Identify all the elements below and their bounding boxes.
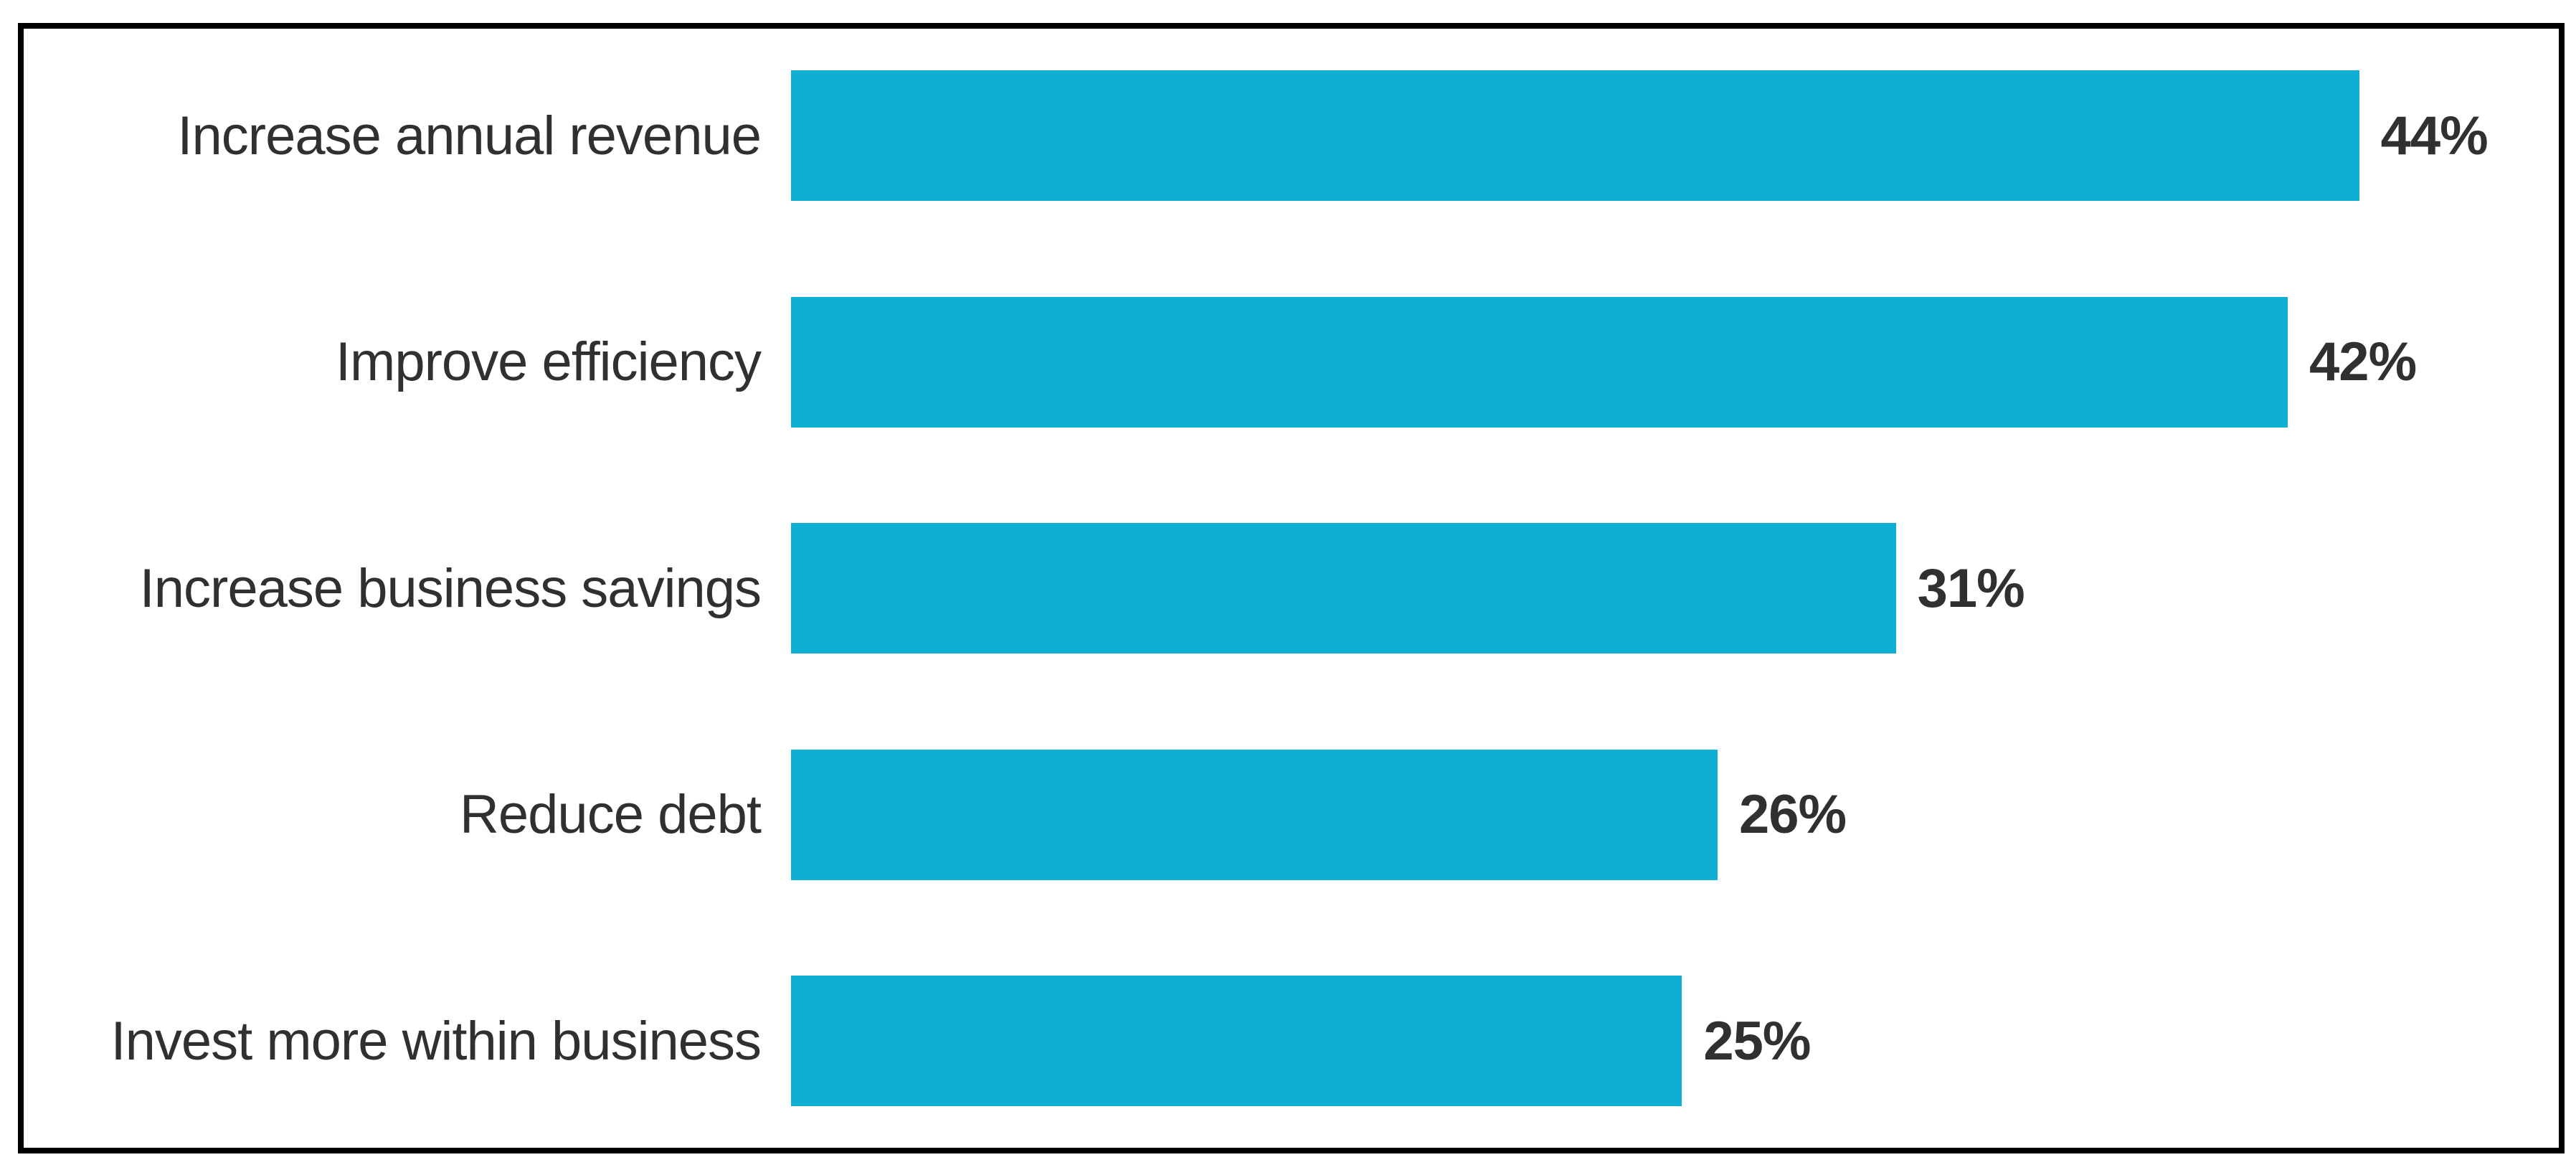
chart-row: Improve efficiency 42%	[24, 296, 2537, 428]
category-label: Increase business savings	[139, 557, 762, 619]
chart-row: Increase annual revenue 44%	[24, 70, 2537, 201]
bar-track: 25%	[791, 976, 2537, 1106]
bar	[791, 296, 2288, 428]
category-label: Invest more within business	[110, 1010, 762, 1072]
value-label: 31%	[1917, 557, 2025, 619]
bar	[791, 70, 2359, 201]
bar-track: 26%	[791, 749, 2537, 880]
bar-track: 44%	[791, 70, 2537, 201]
chart-row: Invest more within business 25%	[24, 976, 2537, 1106]
value-label: 25%	[1703, 1010, 1811, 1072]
chart-row: Reduce debt 26%	[24, 749, 2537, 880]
value-label: 26%	[1739, 784, 1847, 845]
bar	[791, 523, 1896, 653]
bar	[791, 749, 1718, 880]
bar	[791, 976, 1682, 1106]
chart-frame: Increase annual revenue 44% Improve effi…	[18, 23, 2565, 1153]
category-label: Increase annual revenue	[177, 105, 762, 166]
chart-row: Increase business savings 31%	[24, 523, 2537, 653]
value-label: 42%	[2309, 331, 2417, 392]
category-label: Improve efficiency	[335, 331, 762, 392]
value-label: 44%	[2380, 105, 2489, 166]
category-label: Reduce debt	[460, 784, 762, 845]
bar-track: 31%	[791, 523, 2537, 653]
bar-track: 42%	[791, 296, 2537, 428]
